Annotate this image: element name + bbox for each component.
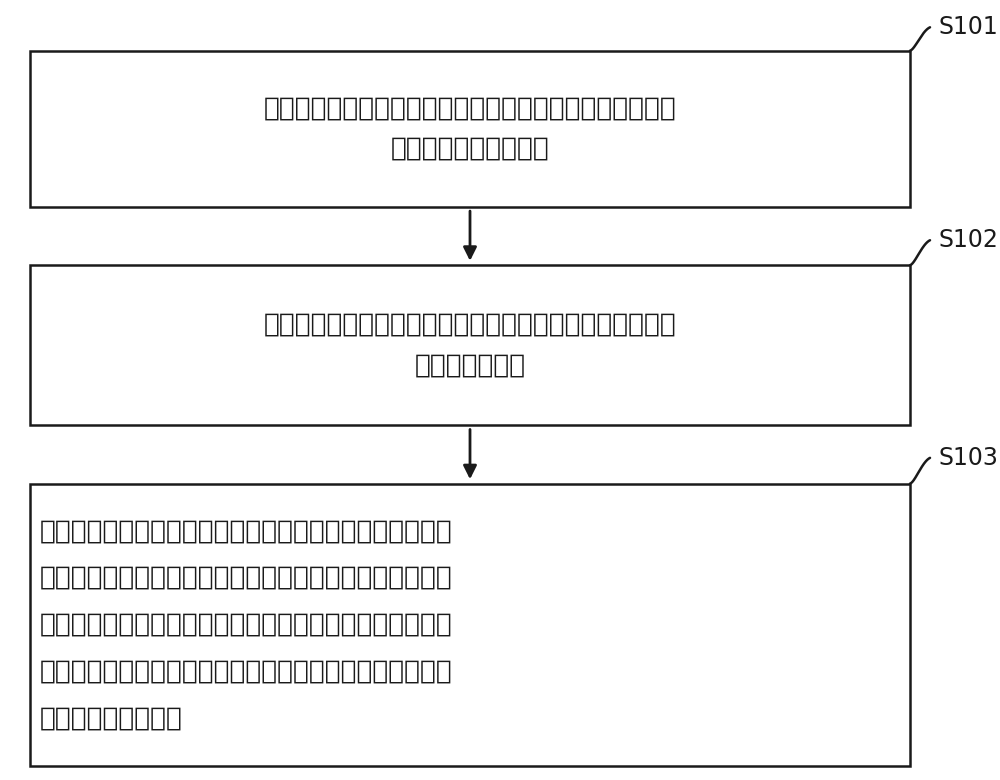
Text: 根据电网的电力调度参数及光伏发电系统的发电信息构建所: 根据电网的电力调度参数及光伏发电系统的发电信息构建所: [264, 95, 676, 122]
Text: 系统，所述调度控制系统根据所述电量调度最优方案对所述: 系统，所述调度控制系统根据所述电量调度最优方案对所述: [40, 612, 453, 638]
Bar: [30, 51, 910, 207]
Bar: [30, 484, 910, 766]
Text: 光伏发电系统的发电及储能工作和电网的出清系统的电量出: 光伏发电系统的发电及储能工作和电网的出清系统的电量出: [40, 658, 453, 685]
Text: 述电网的电力调度函数: 述电网的电力调度函数: [391, 136, 549, 162]
Text: S102: S102: [938, 229, 998, 252]
Text: S101: S101: [938, 16, 998, 39]
Text: 电量调度最优解: 电量调度最优解: [414, 353, 526, 378]
Text: 清工作进行调度控制: 清工作进行调度控制: [40, 705, 183, 732]
Text: S103: S103: [938, 446, 998, 470]
Text: 对所述电力调度函数进行求解，以得到所述光伏发电系统的: 对所述电力调度函数进行求解，以得到所述光伏发电系统的: [264, 312, 676, 338]
Bar: [30, 265, 910, 425]
Text: 根据所述光伏发电系统的电量调度最优解得到所述电网的电: 根据所述光伏发电系统的电量调度最优解得到所述电网的电: [40, 518, 453, 544]
Text: 量调度最优方案，将所述电量调度最优方案发送给调度控制: 量调度最优方案，将所述电量调度最优方案发送给调度控制: [40, 565, 453, 591]
